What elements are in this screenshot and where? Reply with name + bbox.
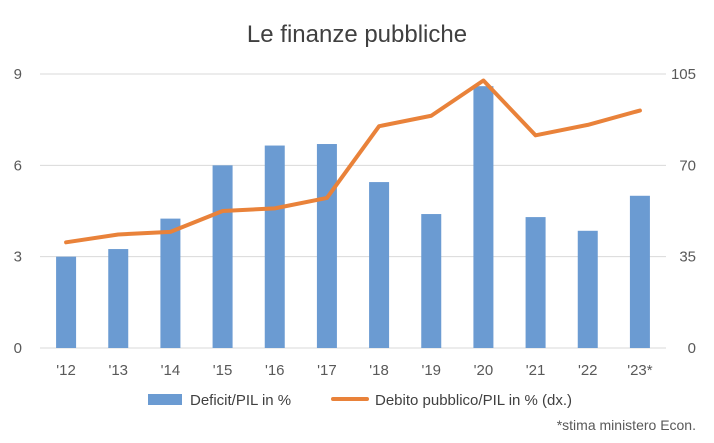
left-axis-ticks: 0 3 6 9 <box>14 66 22 357</box>
chart-title: Le finanze pubbliche <box>247 21 467 48</box>
x-tick-label: '15 <box>213 362 233 379</box>
deficit-bar <box>473 86 494 348</box>
right-tick-label: 105 <box>671 66 696 83</box>
x-tick-label: '21 <box>526 362 546 379</box>
deficit-bar <box>212 165 233 348</box>
gridlines <box>40 73 666 349</box>
legend-line-label: Debito pubblico/PIL in % (dx.) <box>375 392 572 409</box>
left-tick-label: 0 <box>14 340 22 357</box>
x-tick-label: '16 <box>265 362 285 379</box>
footnote: *stima ministero Econ. <box>557 417 696 433</box>
deficit-bars <box>56 86 650 348</box>
right-axis-ticks: 0 35 70 105 <box>671 66 696 357</box>
deficit-bar <box>421 214 442 348</box>
deficit-bar <box>56 256 77 348</box>
deficit-bar <box>316 144 337 348</box>
x-tick-label: '22 <box>578 362 598 379</box>
x-tick-label: '12 <box>56 362 76 379</box>
deficit-bar <box>108 249 129 348</box>
deficit-bar <box>369 182 390 348</box>
legend-bar-label: Deficit/PIL in % <box>190 392 291 409</box>
x-tick-label: '17 <box>317 362 337 379</box>
x-tick-label: '23* <box>627 362 653 379</box>
deficit-bar <box>577 230 598 348</box>
x-axis-ticks: '12 '13 '14 '15 '16 '17 '18 '19 '20 '21 '22 '23* <box>56 362 652 379</box>
debt-line <box>64 78 642 245</box>
deficit-bar <box>264 145 285 348</box>
deficit-bar <box>525 217 546 348</box>
x-tick-label: '20 <box>474 362 494 379</box>
right-tick-label: 35 <box>679 249 696 266</box>
deficit-bar <box>629 195 650 348</box>
deficit-bar <box>160 218 181 348</box>
legend-bar-swatch <box>148 394 182 405</box>
x-tick-label: '14 <box>161 362 181 379</box>
x-tick-label: '19 <box>421 362 441 379</box>
right-tick-label: 0 <box>688 340 696 357</box>
x-tick-label: '13 <box>108 362 128 379</box>
debt-line-layer <box>64 78 642 245</box>
left-tick-label: 3 <box>14 249 22 266</box>
left-tick-label: 9 <box>14 66 22 83</box>
left-tick-label: 6 <box>14 157 22 174</box>
x-tick-label: '18 <box>369 362 389 379</box>
legend: Deficit/PIL in % Debito pubblico/PIL in … <box>148 392 572 409</box>
right-tick-label: 70 <box>679 157 696 174</box>
